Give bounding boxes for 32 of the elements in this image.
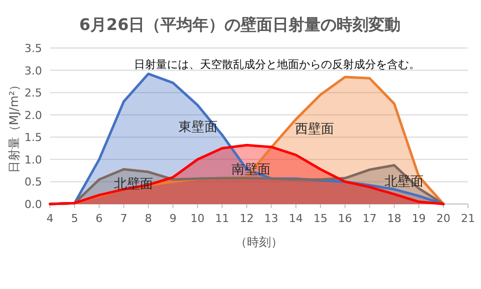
x-tick-label: 17 — [362, 212, 377, 225]
y-tick-label: 3.0 — [24, 64, 42, 78]
annotation: 日射量には、天空散乱成分と地面からの反射成分を含む。 — [134, 58, 420, 71]
y-tick-label: 2.5 — [24, 86, 42, 100]
y-tick-label: 2.0 — [24, 108, 42, 122]
x-tick-label: 10 — [190, 212, 205, 225]
x-axis-title: （時刻） — [235, 235, 283, 249]
chart-title: 6月26日（平均年）の壁面日射量の時刻変動 — [79, 15, 401, 34]
x-tick-label: 4 — [46, 212, 54, 225]
x-tick-label: 5 — [71, 212, 78, 225]
y-tick-label: 0.0 — [24, 198, 42, 211]
x-tick-label: 7 — [120, 212, 128, 225]
y-tick-label: 1.0 — [24, 153, 42, 166]
y-tick-label: 0.5 — [24, 176, 42, 189]
x-tick-label: 15 — [313, 212, 328, 225]
x-tick-label: 12 — [240, 212, 254, 225]
x-tick-label: 14 — [288, 212, 303, 225]
y-tick-label: 1.5 — [24, 131, 42, 144]
x-tick-label: 13 — [264, 212, 278, 225]
x-tick-label: 18 — [387, 212, 402, 225]
series-label: 東壁面 — [178, 120, 218, 135]
x-tick-label: 16 — [338, 212, 352, 225]
x-tick-label: 6 — [96, 212, 103, 225]
x-tick-label: 9 — [169, 212, 176, 225]
x-tick-label: 8 — [144, 212, 152, 225]
y-tick-label: 3.5 — [24, 42, 42, 55]
series-label: 西壁面 — [295, 122, 334, 137]
y-axis-title: 日射量（MJ/m²） — [7, 78, 21, 174]
x-tick-label: 21 — [461, 212, 475, 225]
x-tick-label: 11 — [215, 212, 230, 225]
x-tick-label: 20 — [436, 212, 450, 225]
x-tick-label: 19 — [412, 212, 426, 225]
